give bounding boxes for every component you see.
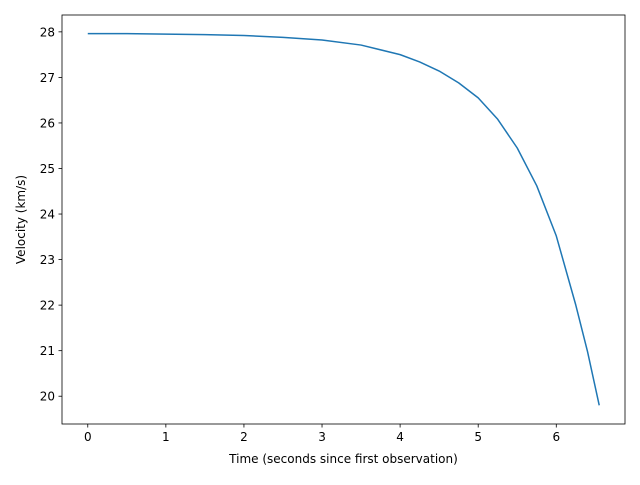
x-tick-label: 3 — [318, 430, 326, 444]
y-tick-label: 25 — [40, 162, 55, 176]
y-tick-label: 26 — [40, 116, 55, 130]
y-tick-label: 20 — [40, 390, 55, 404]
y-tick-label: 23 — [40, 253, 55, 267]
x-tick-label: 1 — [162, 430, 170, 444]
x-tick-label: 5 — [474, 430, 482, 444]
x-tick-label: 0 — [84, 430, 92, 444]
axes-frame — [61, 14, 626, 425]
plot-area — [87, 32, 600, 406]
x-tick-label: 2 — [240, 430, 248, 444]
x-tick-label: 6 — [552, 430, 560, 444]
series-line — [87, 32, 600, 406]
y-tick-label: 28 — [40, 25, 55, 39]
y-tick-label: 27 — [40, 71, 55, 85]
y-tick-label: 24 — [40, 208, 55, 222]
x-tick-label: 4 — [396, 430, 404, 444]
y-tick-label: 22 — [40, 299, 55, 313]
y-axis-label: Velocity (km/s) — [14, 175, 28, 264]
x-axis-label: Time (seconds since first observation) — [228, 452, 458, 466]
y-tick-label: 21 — [40, 344, 55, 358]
